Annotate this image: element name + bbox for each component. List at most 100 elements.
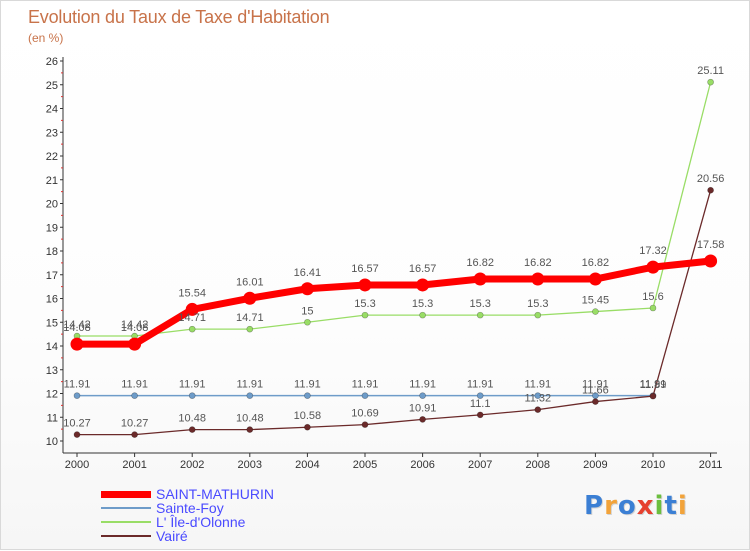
data-label: 10.91 [409, 402, 437, 414]
data-label: 16.82 [582, 257, 610, 269]
data-label: 20.56 [697, 173, 725, 185]
y-tick-label: 12 [46, 389, 58, 401]
x-tick-label: 2003 [238, 459, 262, 471]
data-point [416, 278, 430, 292]
data-label: 14.71 [178, 312, 206, 324]
data-label: 11.1 [470, 398, 491, 410]
data-point [419, 416, 426, 423]
chart-title: Evolution du Taux de Taxe d'Habitation [28, 7, 330, 27]
data-point [131, 392, 138, 399]
x-tick-label: 2008 [526, 459, 550, 471]
data-label: 15.45 [582, 295, 610, 307]
data-label: 16.41 [294, 267, 322, 279]
logo-letter: i [677, 491, 688, 521]
x-tick-label: 2006 [410, 459, 434, 471]
data-label: 17.32 [639, 245, 667, 257]
data-point [704, 254, 718, 268]
legend-swatch [101, 521, 151, 523]
data-point [70, 337, 84, 351]
data-point [188, 426, 196, 433]
data-label: 10.48 [178, 413, 206, 425]
y-tick-label: 13 [46, 365, 58, 377]
legend-label: Vairé [156, 528, 188, 544]
data-point [128, 337, 142, 351]
x-tick-label: 2001 [122, 459, 146, 471]
logo-letter: t [664, 491, 678, 521]
data-point [534, 392, 542, 399]
data-label: 15.54 [178, 287, 206, 299]
data-label: 16.82 [466, 257, 494, 269]
y-tick-label: 20 [46, 199, 58, 211]
data-point [246, 426, 254, 433]
data-label: 11.91 [121, 379, 148, 391]
data-point [473, 272, 487, 286]
data-label: 10.27 [63, 418, 91, 430]
data-label: 14.08 [63, 322, 91, 334]
y-tick-label: 25 [46, 80, 58, 92]
data-label: 11.91 [640, 379, 667, 391]
y-tick-label: 10 [46, 436, 58, 448]
data-label: 14.71 [236, 312, 264, 324]
y-tick-label: 16 [46, 294, 58, 306]
data-point [534, 311, 542, 319]
data-point [707, 78, 714, 86]
x-tick-label: 2000 [65, 459, 89, 471]
data-point [361, 311, 369, 319]
data-label: 15.3 [527, 298, 548, 310]
data-label: 17.58 [697, 239, 725, 251]
data-label: 16.57 [351, 263, 379, 275]
x-tick-label: 2005 [353, 459, 377, 471]
data-point [300, 282, 314, 296]
series-line [76, 189, 712, 436]
data-label: 15.6 [642, 291, 663, 303]
data-label: 10.58 [294, 410, 322, 422]
data-point [246, 392, 254, 399]
data-label: 25.11 [697, 65, 724, 77]
data-point [304, 318, 311, 326]
data-point [649, 392, 657, 400]
data-label: 14.42 [63, 319, 91, 331]
proxiti-logo: Proxiti [584, 491, 688, 521]
data-label: 11.91 [64, 379, 91, 391]
data-label: 15 [301, 305, 313, 317]
data-label: 11.91 [352, 379, 379, 391]
data-point [707, 186, 714, 194]
data-label: 16.57 [409, 263, 437, 275]
data-label: 14.08 [121, 322, 149, 334]
data-label: 15.3 [354, 298, 375, 310]
series-line [76, 81, 712, 337]
legend-label: SAINT-MATHURIN [156, 486, 274, 502]
data-label: 15.3 [469, 298, 490, 310]
data-label: 11.91 [179, 379, 206, 391]
data-point [646, 260, 660, 274]
legend-swatch [101, 507, 151, 509]
data-label: 10.27 [121, 418, 149, 430]
data-point [419, 392, 426, 399]
data-label: 10.48 [236, 413, 264, 425]
y-tick-label: 22 [46, 151, 58, 163]
x-tick-label: 2004 [295, 459, 319, 471]
data-point [188, 325, 196, 333]
data-point [476, 392, 484, 399]
data-point [358, 278, 372, 292]
data-label: 11.66 [582, 385, 609, 397]
data-point [476, 411, 484, 419]
x-tick-label: 2010 [641, 459, 665, 471]
x-tick-label: 2002 [180, 459, 204, 471]
data-label: 11.91 [236, 379, 263, 391]
legend-label: L' Île-d'Olonne [156, 514, 246, 530]
logo-letter: o [617, 491, 637, 521]
legend-label: Sainte-Foy [156, 500, 224, 516]
legend-swatch [101, 490, 151, 498]
chart-subtitle: (en %) [28, 31, 64, 45]
data-point [476, 311, 484, 319]
x-tick-label: 2007 [468, 459, 492, 471]
logo-letter: i [654, 491, 665, 521]
data-point [649, 304, 657, 312]
logo-letter: x [636, 491, 655, 521]
data-label: 15.3 [412, 298, 433, 310]
data-label: 10.69 [351, 408, 379, 420]
x-tick-label: 2011 [699, 459, 723, 471]
